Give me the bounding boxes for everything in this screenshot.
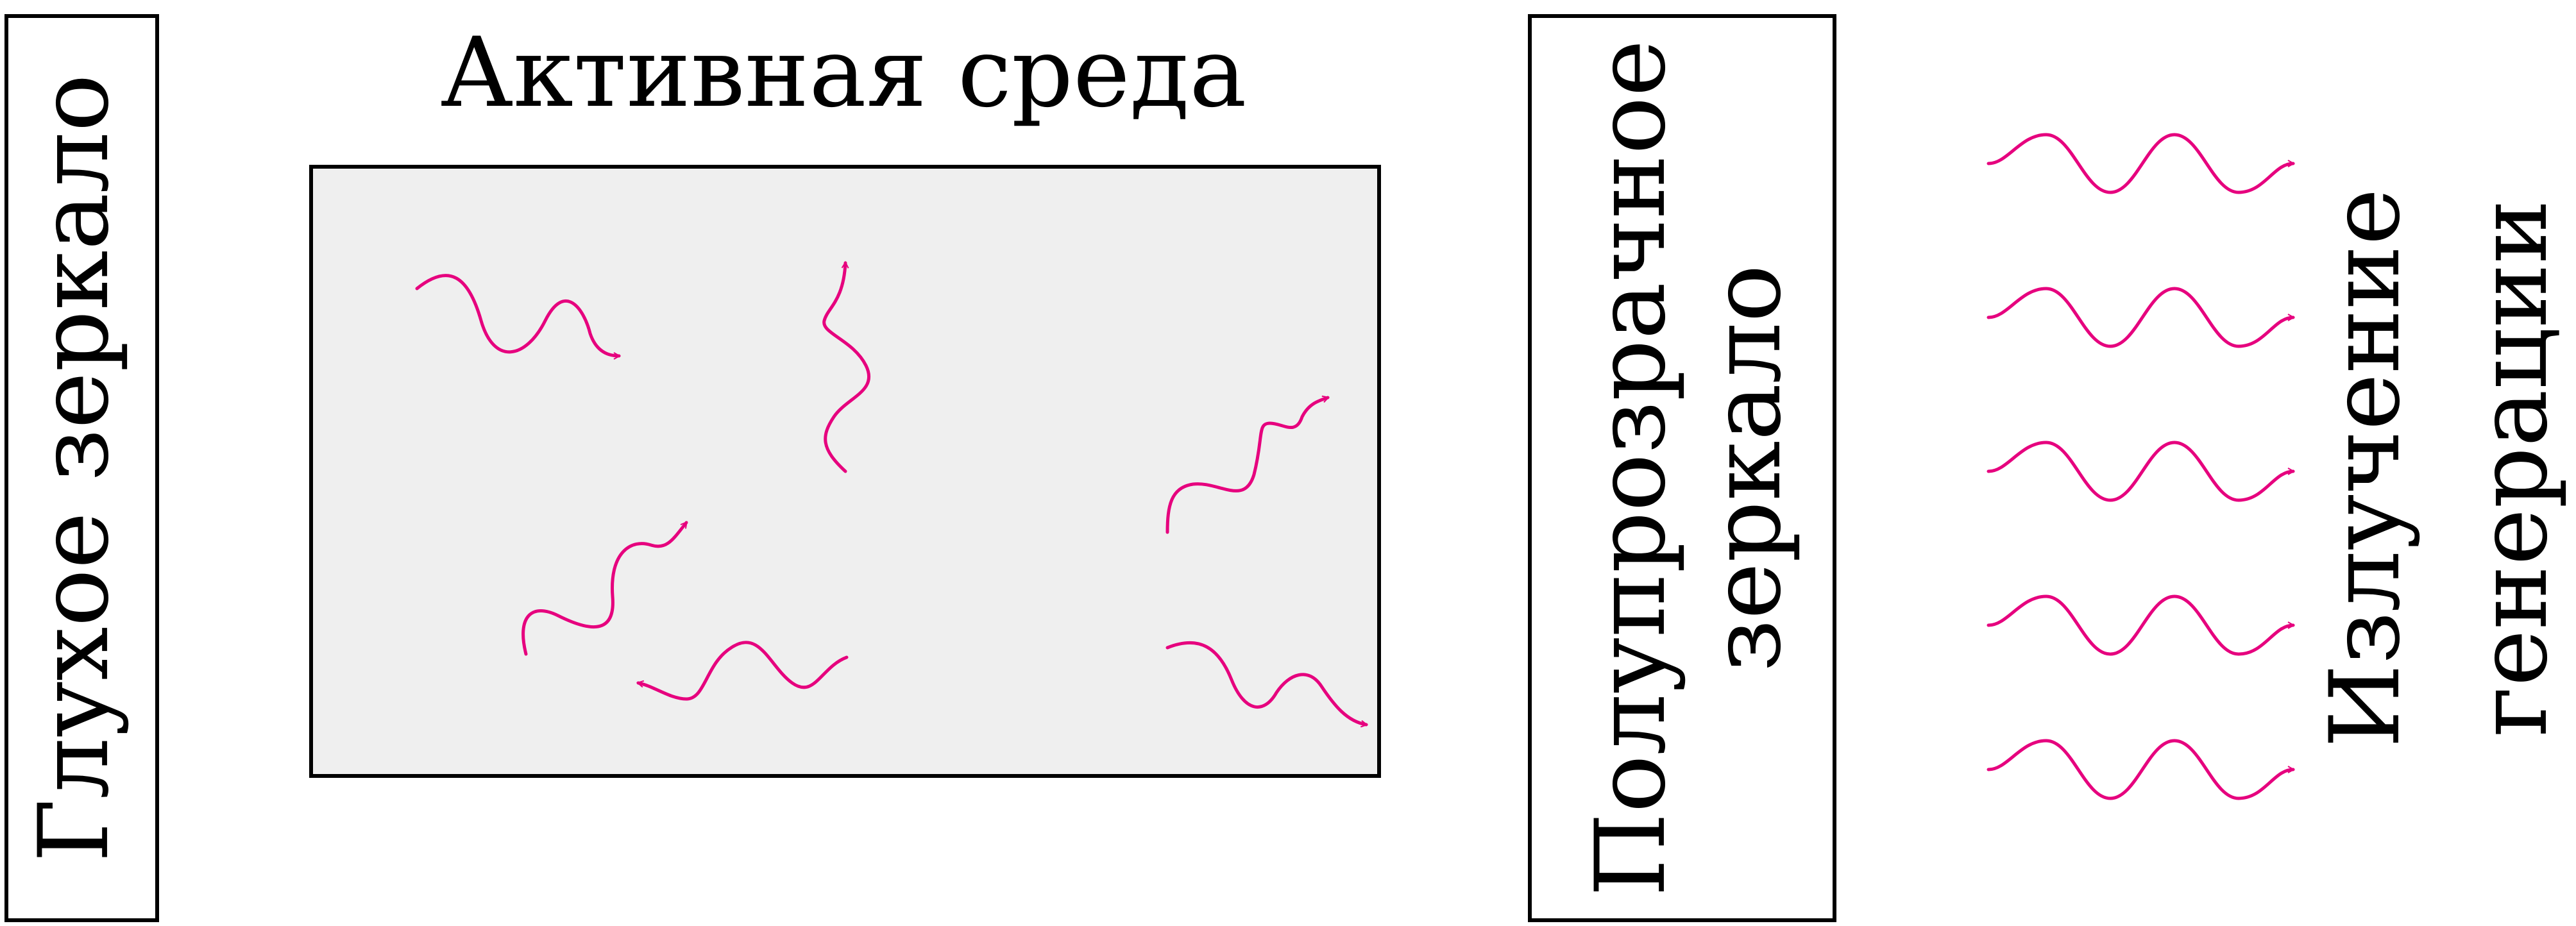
output-beam-label-line2: генерации [2457, 199, 2569, 737]
wavy-arrow-icon [1987, 287, 2293, 348]
active-medium-label: Активная среда [440, 17, 1246, 129]
wavy-arrow-icon [1987, 133, 2293, 194]
wavy-arrow-icon [1987, 594, 2293, 656]
wavy-arrow-icon [822, 263, 871, 473]
wavy-arrow-icon [415, 274, 619, 356]
rear-mirror-label: Глухое зеркало [19, 74, 130, 863]
wavy-arrow-icon [521, 521, 688, 656]
wavy-arrow-icon [638, 641, 849, 701]
output-beam-photons [1987, 133, 2293, 800]
wavy-arrow-icon [1987, 739, 2293, 800]
output-mirror-label-line1: Полупрозрачное [1575, 40, 1687, 897]
wavy-arrow-icon [1987, 441, 2293, 502]
output-beam-label-line1: Излучение [2310, 189, 2421, 748]
wavy-arrow-icon [1165, 398, 1328, 534]
spontaneous-photons [415, 263, 1366, 725]
output-mirror-label-line2: зеркало [1691, 264, 1802, 671]
output-mirror [1528, 14, 1836, 922]
rear-mirror [4, 14, 159, 922]
wavy-arrow-icon [1165, 641, 1366, 725]
